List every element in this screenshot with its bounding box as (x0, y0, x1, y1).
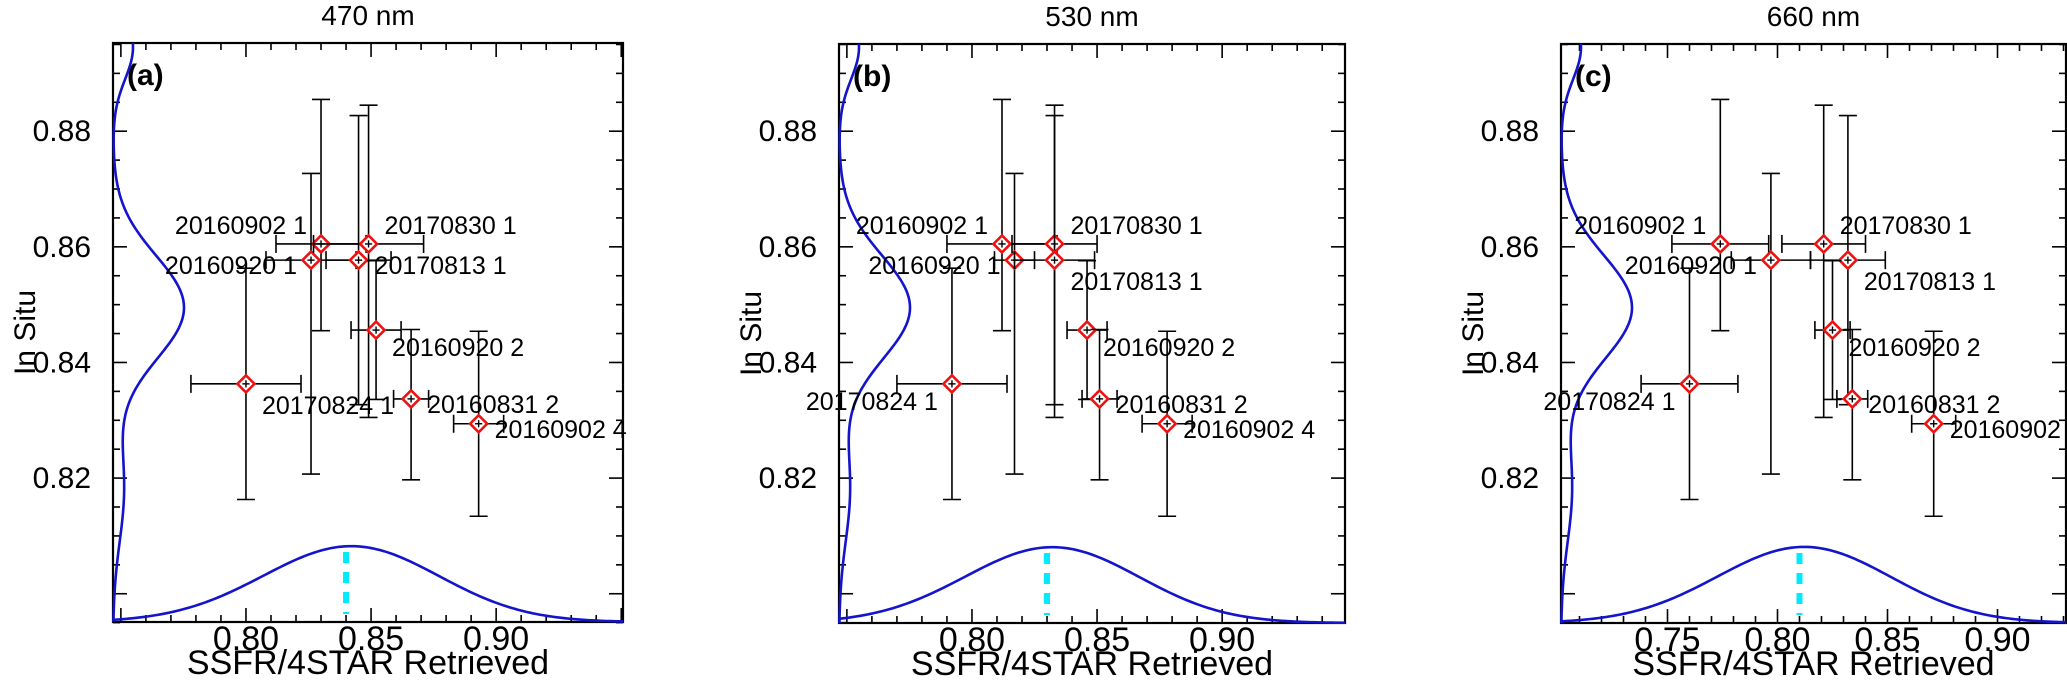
svg-text:20170830 1: 20170830 1 (1840, 212, 1972, 240)
svg-text:20160920 2: 20160920 2 (1849, 334, 1981, 362)
svg-text:20160920 2: 20160920 2 (1103, 334, 1235, 362)
svg-text:20160902 4: 20160902 4 (1950, 416, 2067, 444)
svg-text:20160831 2: 20160831 2 (1116, 391, 1248, 419)
svg-text:20170813 1: 20170813 1 (1071, 268, 1203, 296)
svg-text:SSFR/4STAR Retrieved: SSFR/4STAR Retrieved (1632, 645, 1994, 683)
svg-text:20160902 1: 20160902 1 (856, 212, 988, 240)
svg-text:20170830 1: 20170830 1 (385, 212, 517, 240)
svg-text:In Situ: In Situ (735, 291, 768, 376)
svg-text:20160831 2: 20160831 2 (427, 391, 559, 419)
svg-text:In Situ: In Situ (1457, 291, 1490, 376)
svg-text:SSFR/4STAR Retrieved: SSFR/4STAR Retrieved (187, 644, 549, 682)
svg-text:0.86: 0.86 (1481, 231, 1539, 264)
svg-text:20160902 4: 20160902 4 (495, 416, 627, 444)
svg-text:20160920 1: 20160920 1 (165, 252, 297, 280)
svg-text:0.86: 0.86 (33, 231, 91, 264)
svg-text:20170813 1: 20170813 1 (1864, 268, 1996, 296)
svg-text:0.82: 0.82 (1481, 462, 1539, 495)
svg-text:660 nm: 660 nm (1767, 1, 1860, 32)
svg-text:20170830 1: 20170830 1 (1071, 212, 1203, 240)
svg-text:0.88: 0.88 (759, 115, 817, 148)
svg-text:0.88: 0.88 (33, 115, 91, 148)
svg-text:20160902 4: 20160902 4 (1183, 416, 1315, 444)
svg-text:(a): (a) (127, 59, 164, 92)
svg-text:530 nm: 530 nm (1045, 1, 1138, 32)
svg-text:0.82: 0.82 (33, 462, 91, 495)
svg-text:(b): (b) (853, 60, 891, 93)
svg-text:SSFR/4STAR Retrieved: SSFR/4STAR Retrieved (911, 645, 1273, 683)
svg-text:(c): (c) (1575, 60, 1612, 93)
svg-text:20160902 1: 20160902 1 (1574, 212, 1706, 240)
svg-text:20160920 1: 20160920 1 (868, 252, 1000, 280)
svg-text:0.82: 0.82 (759, 462, 817, 495)
svg-text:20170824 1: 20170824 1 (806, 388, 938, 416)
svg-text:In Situ: In Situ (9, 290, 42, 375)
svg-text:20160920 1: 20160920 1 (1625, 252, 1757, 280)
svg-text:0.86: 0.86 (759, 231, 817, 264)
svg-text:0.88: 0.88 (1481, 115, 1539, 148)
svg-text:20170824 1: 20170824 1 (1543, 388, 1675, 416)
svg-text:20160902 1: 20160902 1 (175, 212, 307, 240)
svg-text:20170813 1: 20170813 1 (375, 252, 507, 280)
svg-text:470 nm: 470 nm (321, 0, 414, 31)
svg-text:20170824 1: 20170824 1 (262, 392, 394, 420)
